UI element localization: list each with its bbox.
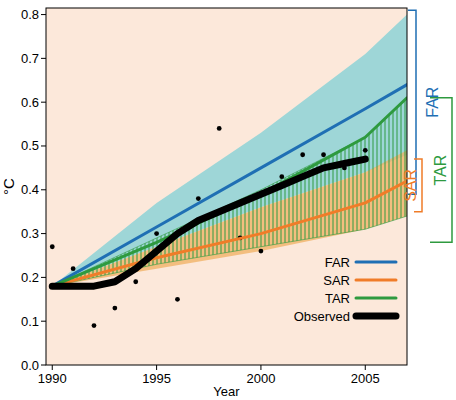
annual-point bbox=[133, 279, 138, 284]
annual-point bbox=[363, 148, 368, 153]
line-sar bbox=[52, 181, 407, 286]
legend: FAR SAR TAR Observed bbox=[294, 255, 396, 324]
chart: 0.0 0.1 0.2 0.3 0.4 0.5 0.6 0.7 0.8 1990 1995 2000 2… bbox=[0, 0, 456, 400]
annual-point bbox=[92, 323, 97, 328]
y-tick bbox=[41, 321, 46, 322]
plot-frame bbox=[46, 8, 407, 365]
annual-point bbox=[279, 174, 284, 179]
annual-point bbox=[112, 306, 117, 311]
range-label: SAR bbox=[402, 169, 419, 202]
y-tick bbox=[41, 102, 46, 103]
y-tick-label: 0.8 bbox=[21, 7, 39, 22]
range-bracket bbox=[408, 10, 416, 194]
annual-point bbox=[321, 152, 326, 157]
y-tick-label: 0.7 bbox=[21, 51, 39, 66]
x-tick-label: 1990 bbox=[38, 371, 67, 386]
legend-label: FAR bbox=[325, 255, 350, 270]
x-tick bbox=[260, 365, 261, 370]
x-tick-label: 2000 bbox=[246, 371, 275, 386]
y-tick bbox=[41, 145, 46, 146]
band-far bbox=[52, 15, 407, 287]
y-tick bbox=[41, 233, 46, 234]
annual-point bbox=[300, 152, 305, 157]
plot-background bbox=[46, 8, 407, 365]
x-tick bbox=[156, 365, 157, 370]
line-tar bbox=[52, 98, 407, 286]
x-tick bbox=[52, 365, 53, 370]
band-tar bbox=[52, 98, 407, 286]
range-label: FAR bbox=[424, 87, 441, 118]
legend-swatch bbox=[356, 261, 396, 264]
x-axis-label: Year bbox=[213, 384, 240, 399]
y-tick-label: 0.2 bbox=[21, 270, 39, 285]
y-tick bbox=[41, 14, 46, 15]
range-label: TAR bbox=[432, 155, 449, 186]
plot-area bbox=[50, 15, 407, 328]
y-tick bbox=[41, 189, 46, 190]
y-tick bbox=[41, 365, 46, 366]
annual-point bbox=[175, 297, 180, 302]
annual-point bbox=[154, 231, 159, 236]
y-tick bbox=[41, 58, 46, 59]
line-far bbox=[52, 85, 407, 286]
y-axis-label: °C bbox=[0, 178, 17, 195]
y-tick-label: 0.0 bbox=[21, 358, 39, 373]
annual-point bbox=[196, 196, 201, 201]
legend-label: SAR bbox=[323, 273, 350, 288]
range-bracket bbox=[430, 98, 452, 243]
annual-point bbox=[50, 244, 55, 249]
legend-label: Observed bbox=[294, 309, 350, 324]
annual-point bbox=[217, 126, 222, 131]
legend-swatch bbox=[356, 279, 396, 282]
y-tick bbox=[41, 277, 46, 278]
y-tick-label: 0.1 bbox=[21, 314, 39, 329]
legend-label: TAR bbox=[325, 291, 350, 306]
line-observed bbox=[52, 159, 365, 286]
x-tick-label: 2005 bbox=[351, 371, 380, 386]
y-tick-label: 0.6 bbox=[21, 95, 39, 110]
x-tick-label: 1995 bbox=[142, 371, 171, 386]
x-tick bbox=[365, 365, 366, 370]
legend-swatch bbox=[356, 297, 396, 300]
y-tick-label: 0.4 bbox=[21, 182, 39, 197]
y-tick-label: 0.3 bbox=[21, 226, 39, 241]
annual-point bbox=[259, 249, 264, 254]
annual-point bbox=[71, 266, 76, 271]
legend-swatch bbox=[356, 313, 396, 320]
y-tick-label: 0.5 bbox=[21, 138, 39, 153]
